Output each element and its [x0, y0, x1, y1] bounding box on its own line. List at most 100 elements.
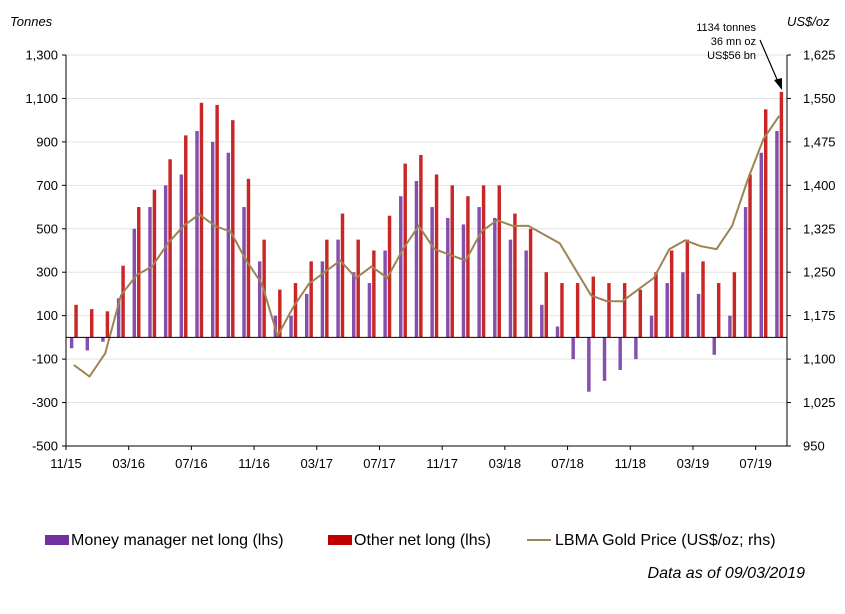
other-net-long-bar — [90, 309, 94, 338]
gold-chart: 1,300 1,100 900 700 500 300 100 -100 -300 -500 1,… — [10, 14, 836, 471]
money-manager-bar — [320, 261, 325, 338]
money-manager-bar — [352, 272, 356, 338]
x-axis-ticks: 11/15 03/16 07/16 11/16 03/17 07/17 11/17 03/18… — [50, 446, 772, 471]
money-manager-bar — [728, 315, 732, 338]
money-manager-bar — [179, 174, 184, 338]
other-net-long-bar — [450, 185, 454, 338]
legend-item-lbma: LBMA Gold Price (US$/oz; rhs) — [527, 528, 776, 554]
axes — [65, 55, 788, 447]
money-manager-bar — [696, 293, 701, 338]
other-net-long-bar — [748, 174, 752, 338]
x-tick-label: 11/16 — [238, 456, 270, 471]
money-manager-bar — [712, 337, 716, 355]
money-manager-bar — [336, 239, 340, 338]
money-manager-bar — [289, 315, 293, 338]
money-manager-bar — [461, 224, 466, 338]
money-manager-bar — [132, 228, 137, 338]
legend-swatch-other — [328, 534, 352, 545]
other-net-long-bar — [293, 283, 298, 338]
other-net-long-bar — [466, 196, 470, 338]
right-tick-label: 1,250 — [803, 265, 836, 280]
other-net-long-bar — [403, 163, 407, 338]
money-manager-bar — [555, 326, 560, 338]
money-manager-bar — [602, 337, 607, 381]
legend-label-other: Other net long (lhs) — [354, 532, 491, 549]
money-manager-bar — [148, 207, 152, 338]
legend-swatch-lbma — [527, 538, 551, 541]
money-manager-bar — [665, 283, 669, 338]
money-manager-bar — [634, 337, 638, 360]
money-manager-bar — [383, 250, 387, 338]
other-net-long-bar — [246, 178, 251, 338]
annotation-line-2: 36 mn oz — [711, 36, 756, 48]
data-date-footnote: Data as of 09/03/2019 — [647, 565, 805, 582]
money-manager-bar — [493, 217, 497, 338]
x-tick-label: 07/17 — [363, 456, 396, 471]
other-net-long-bar — [231, 120, 235, 338]
money-manager-bar — [743, 207, 748, 338]
other-net-long-bar — [591, 276, 596, 338]
other-net-long-bar — [575, 283, 580, 338]
legend-label-lbma: LBMA Gold Price (US$/oz; rhs) — [555, 532, 776, 549]
other-net-long-bar — [622, 283, 627, 338]
left-tick-label: 1,100 — [25, 91, 58, 106]
money-manager-bar — [101, 337, 105, 342]
left-tick-label: -100 — [32, 352, 58, 367]
legend: Money manager net long (lhs) Other net l… — [0, 528, 845, 554]
x-tick-label: 11/17 — [426, 456, 458, 471]
x-tick-label: 07/18 — [551, 456, 584, 471]
left-axis-label: Tonnes — [10, 14, 53, 29]
money-manager-bar — [430, 207, 434, 338]
x-tick-label: 11/18 — [614, 456, 646, 471]
right-tick-label: 950 — [803, 439, 825, 454]
money-manager-bar — [226, 152, 231, 338]
money-manager-bar — [116, 298, 121, 338]
money-manager-bar — [85, 337, 90, 351]
right-tick-label: 1,475 — [803, 134, 836, 149]
other-net-long-bar — [732, 272, 737, 338]
other-net-long-bar — [654, 272, 658, 338]
money-manager-bar — [618, 337, 622, 370]
other-net-long-bar — [497, 185, 501, 338]
money-manager-bar — [414, 180, 419, 338]
money-manager-bar — [399, 196, 403, 338]
money-manager-bar — [367, 283, 372, 338]
other-net-long-bar — [513, 213, 517, 338]
other-net-long-bar — [763, 109, 768, 338]
other-net-long-bar — [607, 283, 611, 338]
other-net-long-bar — [184, 135, 188, 338]
annotation-line-3: US$56 bn — [707, 50, 756, 62]
x-tick-label: 03/19 — [677, 456, 710, 471]
other-net-long-bar — [716, 283, 721, 338]
left-tick-label: 300 — [36, 265, 58, 280]
other-net-long-bar — [528, 228, 533, 338]
money-manager-bar — [681, 272, 685, 338]
annotation: 1134 tonnes 36 mn oz US$56 bn — [696, 22, 782, 90]
money-manager-bar — [257, 261, 262, 338]
other-net-long-bar — [278, 289, 282, 338]
money-manager-bar — [210, 141, 215, 338]
other-net-long-bar — [325, 239, 329, 338]
other-net-long-bar — [121, 265, 125, 338]
annotation-line-1: 1134 tonnes — [696, 22, 756, 34]
money-manager-bars — [69, 131, 779, 392]
gridlines — [66, 54, 787, 404]
money-manager-bar — [508, 239, 513, 338]
left-tick-label: 1,300 — [25, 48, 58, 63]
x-tick-label: 03/17 — [301, 456, 334, 471]
legend-label-money-manager: Money manager net long (lhs) — [71, 532, 284, 549]
left-tick-label: -300 — [32, 395, 58, 410]
x-tick-label: 03/16 — [112, 456, 145, 471]
right-tick-label: 1,550 — [803, 91, 836, 106]
right-tick-label: 1,175 — [803, 308, 836, 323]
other-net-long-bar — [701, 261, 705, 338]
other-net-long-bar — [638, 289, 643, 338]
annotation-arrowhead — [774, 78, 782, 90]
x-tick-label: 11/15 — [50, 456, 82, 471]
other-net-long-bar — [544, 272, 549, 338]
left-tick-label: -500 — [32, 439, 58, 454]
other-net-long-bar — [419, 154, 423, 338]
money-manager-bar — [649, 315, 654, 338]
left-tick-label: 900 — [36, 134, 58, 149]
money-manager-bar — [524, 250, 528, 338]
